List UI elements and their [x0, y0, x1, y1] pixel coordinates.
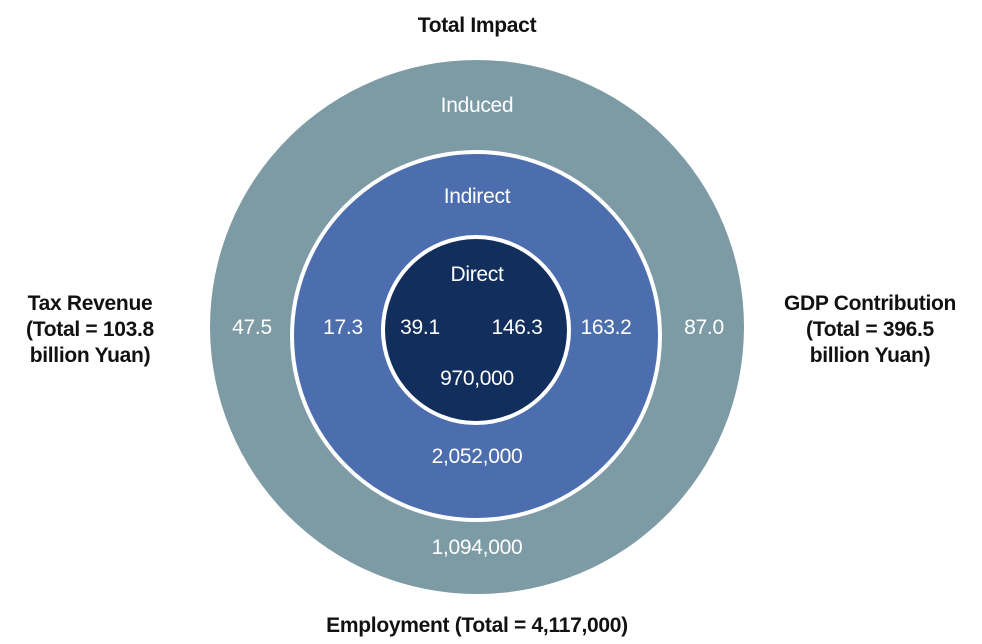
- tax-revenue-label-line3: billion Yuan): [29, 344, 151, 367]
- tax-revenue-label-line2: (Total = 103.8: [26, 318, 154, 341]
- gdp-contribution-label-line3: billion Yuan): [809, 344, 931, 367]
- direct-ring: [381, 235, 571, 425]
- gdp-contribution-label-line2: (Total = 396.5: [806, 318, 934, 341]
- employment-label: Employment (Total = 4,117,000): [326, 614, 628, 637]
- diagram-title: Total Impact: [417, 14, 537, 37]
- indirect-label: Indirect: [443, 185, 511, 208]
- direct-label: Direct: [450, 263, 504, 286]
- tax-revenue-label: Tax Revenue (Total = 103.8 billion Yuan): [26, 291, 154, 369]
- indirect-employment-value: 2,052,000: [431, 445, 523, 468]
- tax-revenue-label-line1: Tax Revenue: [27, 292, 153, 315]
- indirect-gdp-value: 163.2: [580, 316, 632, 339]
- gdp-contribution-label-line1: GDP Contribution: [783, 292, 957, 315]
- induced-tax-value: 47.5: [232, 316, 272, 339]
- induced-employment-value: 1,094,000: [431, 536, 523, 559]
- gdp-contribution-label: GDP Contribution (Total = 396.5 billion …: [784, 291, 956, 369]
- direct-tax-value: 39.1: [400, 316, 440, 339]
- induced-label: Induced: [440, 94, 514, 117]
- induced-gdp-value: 87.0: [684, 316, 724, 339]
- indirect-tax-value: 17.3: [323, 316, 363, 339]
- direct-employment-value: 970,000: [440, 367, 514, 390]
- direct-gdp-value: 146.3: [491, 316, 543, 339]
